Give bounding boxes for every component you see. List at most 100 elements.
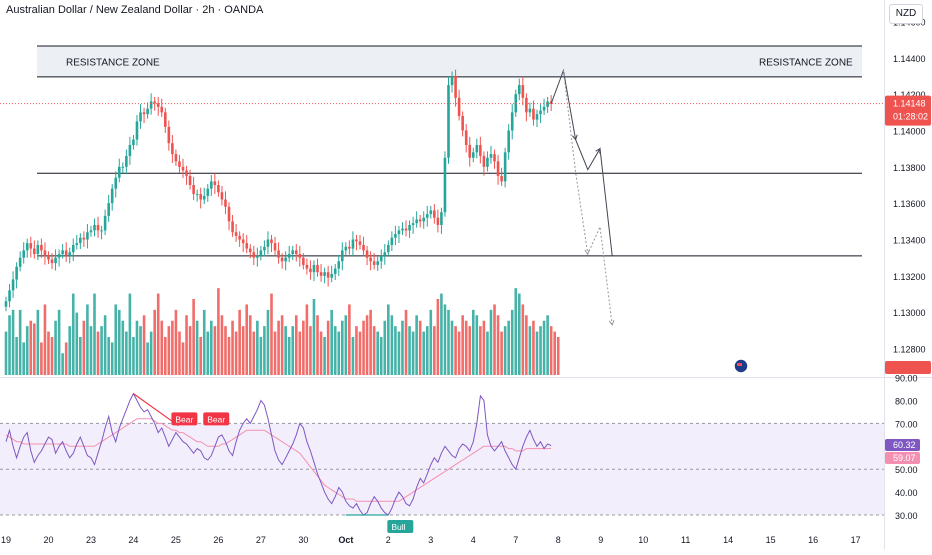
volume-bar (195, 320, 199, 375)
volume-bar (266, 309, 270, 375)
candle-body (167, 126, 171, 144)
candle-body (309, 268, 312, 273)
candle-body (36, 244, 40, 255)
candle-body (217, 185, 220, 193)
candle-body (241, 239, 245, 244)
volume-bar (217, 288, 220, 375)
volume-bar (408, 326, 411, 375)
candle-body (252, 252, 256, 258)
candle-body (248, 248, 252, 253)
candle-body (542, 106, 546, 111)
signal-label-bg (203, 412, 230, 426)
volume-bar (61, 353, 64, 375)
candle-body (15, 266, 18, 280)
candle-body (43, 250, 47, 256)
volume-badge (885, 361, 931, 374)
candle-body (146, 108, 149, 115)
candle-body (376, 261, 379, 265)
flag-union (737, 363, 742, 366)
volume-bar (192, 299, 195, 375)
candle-body (415, 219, 418, 224)
volume-bar (422, 331, 426, 375)
volume-bar (117, 309, 121, 375)
volume-bar (139, 326, 142, 375)
candle-body (291, 250, 295, 255)
candle-body (500, 175, 503, 182)
volume-bar (178, 331, 181, 375)
candle-body (518, 85, 521, 95)
candle-body (206, 188, 210, 196)
candle-body (103, 215, 107, 231)
candle-body (348, 246, 351, 249)
candle-body (468, 145, 472, 158)
signal-label: Bull (391, 522, 405, 532)
candle-body (464, 130, 468, 146)
volume-bar (457, 331, 461, 375)
time-tick-label: 9 (598, 535, 603, 545)
volume-bar (241, 326, 245, 375)
candle-body (302, 257, 305, 265)
candle-body (383, 252, 387, 256)
candle-body (489, 154, 493, 158)
candle-body (333, 268, 337, 275)
rsi-tick-label: 80.00 (895, 397, 918, 407)
candle-body (525, 97, 528, 113)
volume-bar (514, 288, 518, 375)
country-flag-icon (733, 358, 749, 374)
candle-body (539, 110, 542, 115)
candle-body (256, 255, 259, 258)
candle-body (25, 243, 29, 251)
volume-bar (302, 320, 305, 375)
volume-bar (556, 337, 560, 375)
candle-body (139, 112, 142, 122)
candle-body (273, 243, 277, 251)
candle-body (270, 239, 273, 244)
volume-bar (390, 315, 394, 375)
candle-body (369, 257, 372, 262)
time-tick-label: 20 (43, 535, 53, 545)
volume-bar (174, 309, 178, 375)
candle-body (29, 243, 33, 249)
candle-body (298, 254, 302, 258)
candle-body (362, 244, 365, 251)
bear-divergence-line (133, 393, 179, 427)
candle-body (284, 257, 287, 262)
volume-bar (100, 326, 103, 375)
candle-body (82, 237, 86, 240)
volume-bar (372, 326, 376, 375)
candle-body (61, 250, 64, 255)
volume-bar (305, 304, 309, 375)
candle-body (93, 224, 96, 231)
projection-dotted (562, 70, 613, 325)
volume-bar (132, 337, 135, 375)
candle-body (181, 166, 185, 171)
volume-bar (394, 326, 397, 375)
volume-bar (351, 337, 355, 375)
candle-body (18, 257, 22, 267)
volume-bar (273, 331, 277, 375)
volume-bar (149, 331, 153, 375)
currency-badge[interactable]: NZD (889, 4, 923, 24)
volume-bar (518, 293, 521, 375)
candle-body (532, 108, 535, 120)
volume-bar (188, 326, 192, 375)
volume-bar (29, 320, 33, 375)
candle-body (326, 272, 330, 278)
candle-body (231, 221, 234, 233)
volume-bar (213, 326, 217, 375)
volume-bar (376, 331, 379, 375)
candle-body (355, 239, 358, 242)
volume-bar (259, 337, 263, 375)
candle-body (125, 155, 128, 167)
time-tick-label: 8 (556, 535, 561, 545)
candle-body (121, 166, 125, 168)
volume-bar (160, 320, 164, 375)
volume-bar (496, 315, 500, 375)
candle-body (305, 264, 309, 269)
volume-bar (507, 320, 510, 375)
volume-bar (181, 342, 185, 375)
candle-body (330, 274, 333, 278)
volume-bar (11, 309, 15, 375)
volume-bar (54, 320, 57, 375)
